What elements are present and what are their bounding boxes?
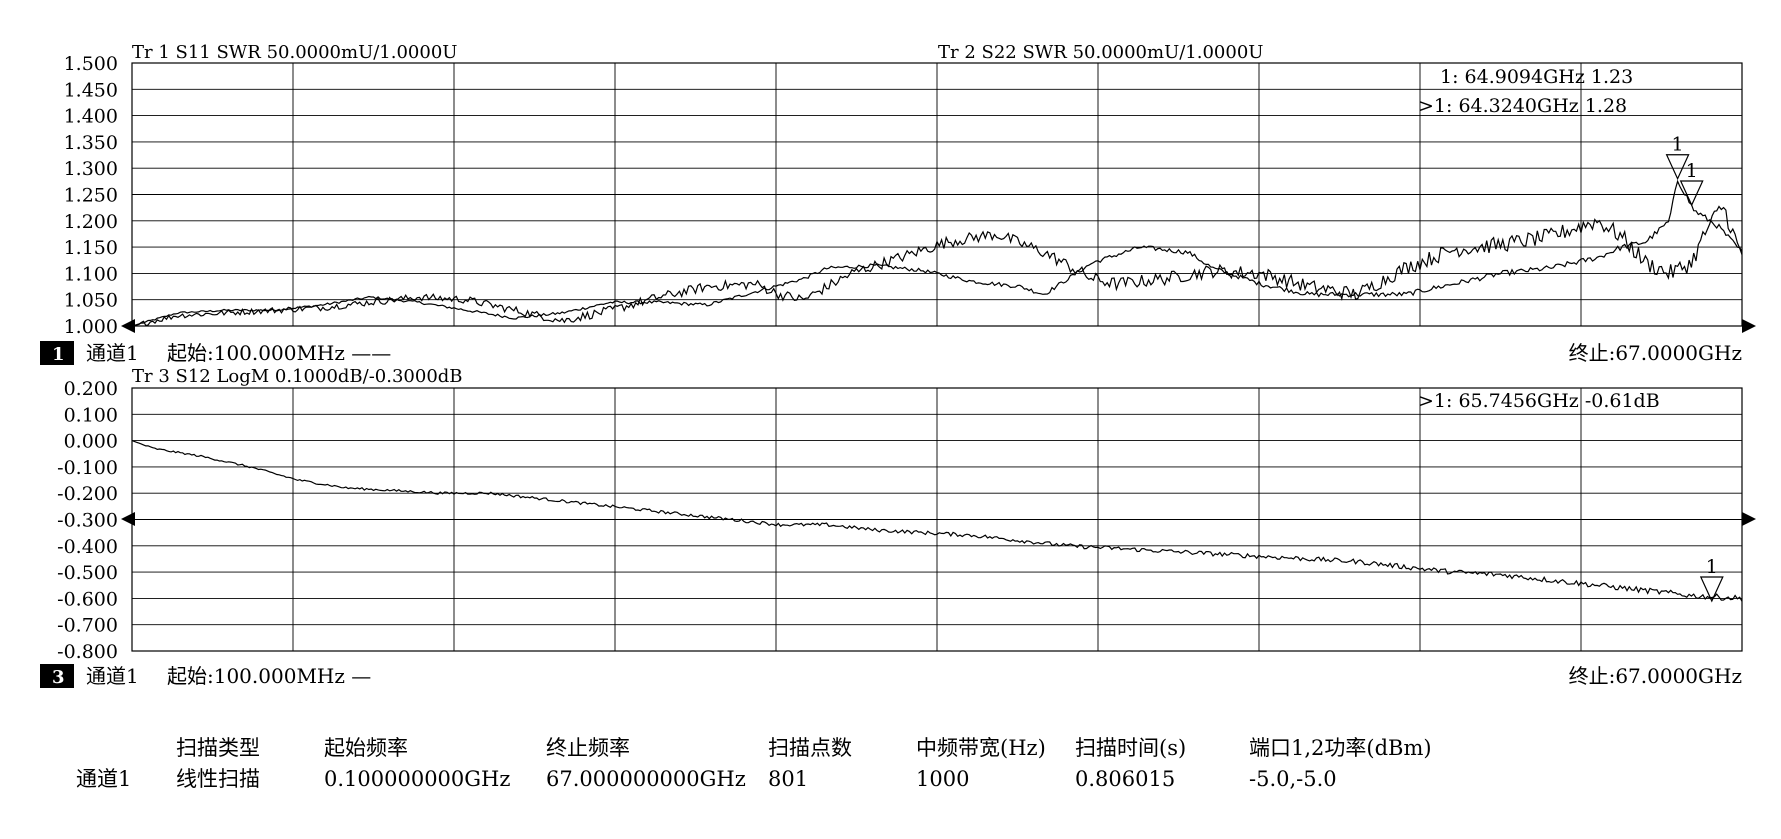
table-header: 扫描时间(s) [1075, 736, 1186, 760]
channel-badge [40, 341, 74, 365]
s12-y-axis: 0.200 0.100 0.000 -0.100 -0.200 -0.300 -0.400 -… [57, 378, 118, 663]
start-frequency: 起始:100.000MHz —— [167, 341, 391, 365]
marker-triangle [1699, 576, 1724, 603]
y-tick-label: 1.050 [64, 290, 118, 312]
swr-series [131, 179, 1743, 327]
marker-readout-tr1: >1: 64.3240GHz 1.28 [1418, 95, 1627, 117]
table-header: 终止频率 [546, 736, 630, 760]
table-header: 起始频率 [324, 736, 408, 760]
y-tick-label: -0.700 [57, 615, 118, 637]
table-cell: 线性扫描 [176, 767, 260, 791]
s12-grid [131, 387, 1743, 652]
trace-line [131, 205, 1743, 327]
y-tick-label: 1.200 [64, 211, 118, 233]
marker-label: 1 [1672, 134, 1684, 156]
y-tick-label: 1.100 [64, 263, 118, 285]
y-tick-label: -0.100 [57, 457, 118, 479]
s12-panel: 0.200 0.100 0.000 -0.100 -0.200 -0.300 -0.400 -… [40, 366, 1756, 688]
s12-series [131, 440, 1743, 602]
swr-markers: 11 [1665, 134, 1704, 207]
table-header: 中频带宽(Hz) [916, 736, 1046, 760]
marker-label: 1 [1706, 556, 1718, 578]
table-cell: 0.806015 [1075, 767, 1175, 791]
channel-label: 通道1 [86, 341, 139, 365]
reference-arrow-right-icon [1742, 319, 1756, 333]
reference-arrow-left-icon [121, 319, 135, 333]
stop-frequency: 终止:67.0000GHz [1569, 341, 1742, 365]
y-tick-label: 1.250 [64, 185, 118, 207]
channel-label: 通道1 [86, 664, 139, 688]
swr-panel: 1.500 1.450 1.400 1.350 1.300 1.250 1.200 1.150… [40, 42, 1756, 365]
marker-label: 1 [1686, 160, 1698, 182]
marker-readout-tr3: >1: 65.7456GHz -0.61dB [1418, 390, 1660, 412]
table-header: 扫描类型 [176, 736, 260, 760]
y-tick-label: -0.800 [57, 641, 118, 663]
trace-3-label: Tr 3 S12 LogM 0.1000dB/-0.3000dB [132, 366, 463, 387]
y-tick-label: -0.300 [57, 510, 118, 532]
y-tick-label: 1.450 [64, 79, 118, 101]
table-cell: 1000 [916, 767, 969, 791]
y-tick-label: 0.100 [64, 404, 118, 426]
stop-frequency: 终止:67.0000GHz [1569, 664, 1742, 688]
y-tick-label: -0.600 [57, 588, 118, 610]
y-tick-label: 1.500 [64, 53, 118, 75]
swr-grid [131, 62, 1743, 327]
trace-line [131, 179, 1743, 327]
sweep-summary-table: 扫描类型 起始频率 终止频率 扫描点数 中频带宽(Hz) 扫描时间(s) 端口1… [76, 736, 1432, 791]
channel-badge-number: 3 [52, 667, 65, 688]
start-frequency: 起始:100.000MHz — [167, 664, 371, 688]
channel-badge-number: 1 [52, 344, 65, 365]
channel-badge [40, 664, 74, 688]
table-cell: 0.100000000GHz [324, 767, 510, 791]
y-tick-label: 1.300 [64, 158, 118, 180]
trace-2-label: Tr 2 S22 SWR 50.0000mU/1.0000U [938, 42, 1263, 63]
marker-triangle [1665, 154, 1690, 181]
s12-markers: 1 [1699, 556, 1724, 603]
y-tick-label: -0.500 [57, 562, 118, 584]
swr-y-axis: 1.500 1.450 1.400 1.350 1.300 1.250 1.200 1.150… [64, 53, 118, 338]
y-tick-label: 1.400 [64, 106, 118, 128]
y-tick-label: 0.000 [64, 431, 118, 453]
y-tick-label: 1.350 [64, 132, 118, 154]
reference-arrow-left-icon [121, 512, 135, 526]
table-cell: 801 [768, 767, 808, 791]
y-tick-label: 1.000 [64, 316, 118, 338]
table-cell: -5.0,-5.0 [1249, 767, 1337, 791]
table-cell: 67.000000000GHz [546, 767, 746, 791]
trace-1-label: Tr 1 S11 SWR 50.0000mU/1.0000U [132, 42, 457, 63]
y-tick-label: -0.400 [57, 536, 118, 558]
y-tick-label: -0.200 [57, 483, 118, 505]
table-header: 端口1,2功率(dBm) [1249, 736, 1432, 760]
y-tick-label: 1.150 [64, 237, 118, 259]
marker-triangle [1679, 180, 1704, 207]
y-tick-label: 0.200 [64, 378, 118, 400]
trace-line [131, 440, 1743, 602]
reference-arrow-right-icon [1742, 512, 1756, 526]
marker-readout-tr2: 1: 64.9094GHz 1.23 [1440, 66, 1633, 88]
table-header: 扫描点数 [768, 736, 852, 760]
table-row-label: 通道1 [76, 767, 131, 791]
